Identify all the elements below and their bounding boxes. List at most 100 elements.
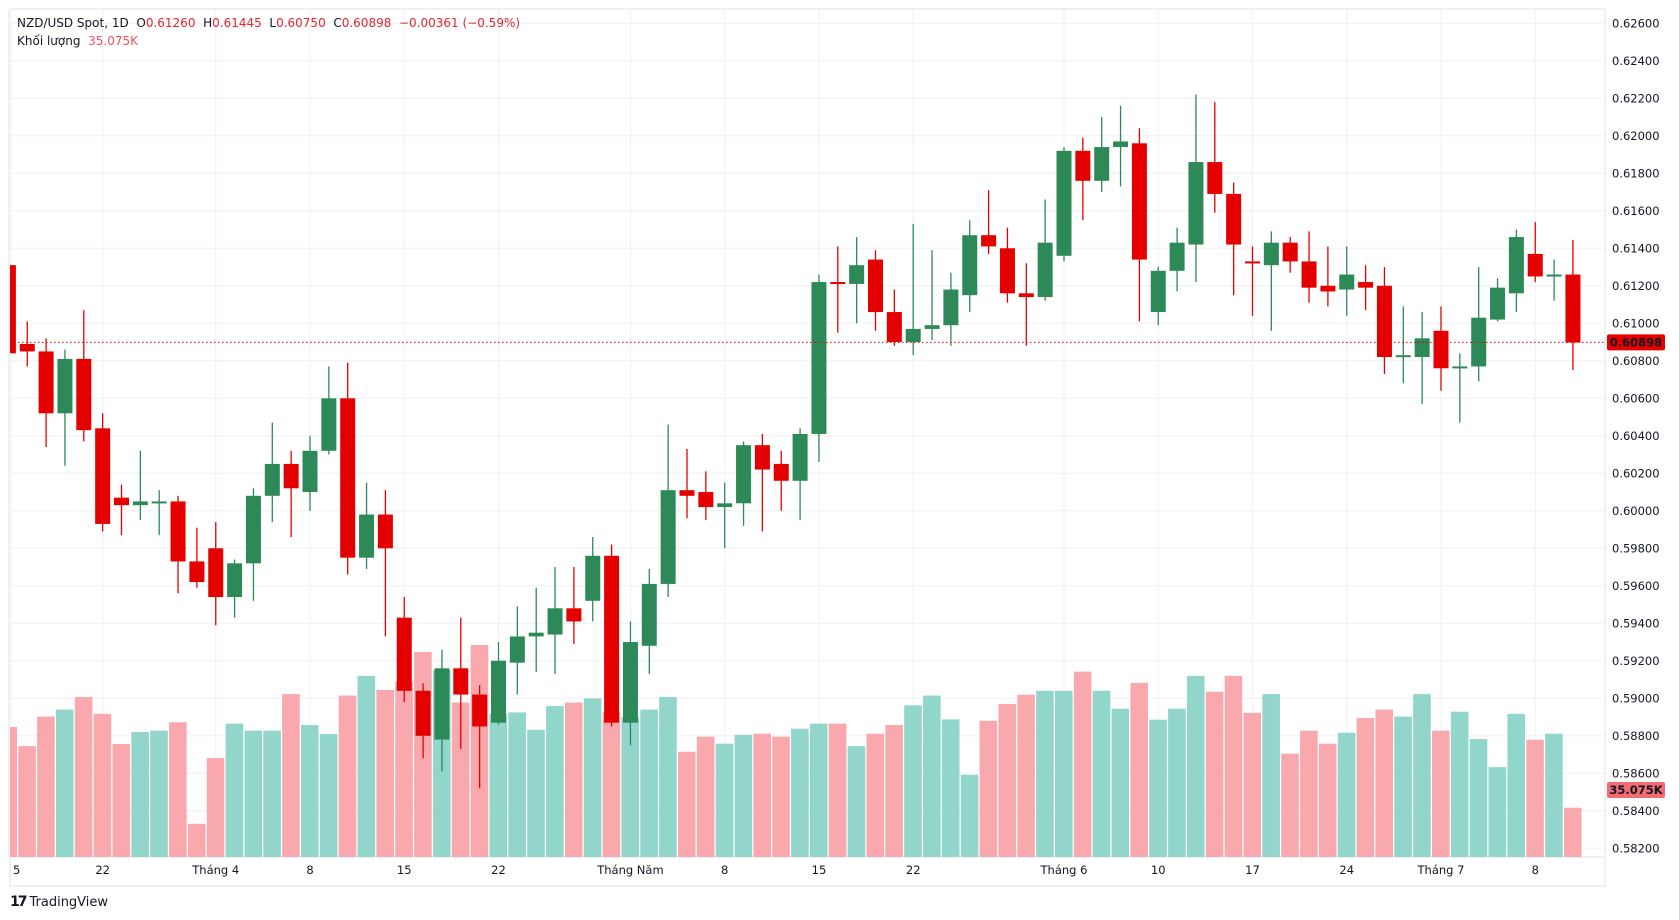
volume-bar — [1243, 712, 1262, 857]
x-tick-label: Tháng 6 — [1040, 863, 1088, 877]
volume-bar — [546, 706, 564, 857]
volume-bar — [621, 717, 640, 857]
y-tick-label: 0.61000 — [1612, 316, 1660, 330]
volume-bar — [1545, 733, 1563, 857]
volume-bar — [734, 734, 753, 857]
volume-bar — [1337, 732, 1356, 857]
volume-bar — [678, 751, 696, 857]
x-tick-label: 22 — [906, 863, 921, 877]
volume-badge: 35.075K — [1607, 782, 1665, 798]
y-tick-label: 0.61600 — [1612, 204, 1660, 218]
volume-bar — [376, 689, 394, 857]
candle-body — [1508, 237, 1524, 294]
volume-bar — [753, 733, 771, 857]
volume-bar — [489, 713, 508, 857]
candle-body — [57, 358, 73, 414]
low-value: 0.60750 — [276, 16, 326, 30]
candle-body — [1226, 193, 1242, 245]
candle-body — [660, 490, 676, 584]
volume-bar — [1300, 730, 1318, 857]
candle-body — [321, 398, 337, 451]
candle-body — [811, 282, 827, 434]
y-tick-label: 0.61800 — [1612, 166, 1660, 180]
y-tick-label: 0.58200 — [1612, 841, 1660, 855]
candle-body — [1490, 287, 1506, 320]
volume-bar — [150, 730, 168, 857]
candle-body — [302, 450, 318, 493]
candle-body — [1207, 162, 1223, 194]
x-tick-label: 10 — [1151, 863, 1166, 877]
volume-bar — [187, 823, 206, 857]
candle-body — [95, 428, 111, 524]
candle-body — [622, 642, 638, 723]
candles — [10, 94, 1581, 789]
close-value: 0.60898 — [341, 16, 392, 30]
volume-bar — [244, 730, 263, 857]
candle-body — [396, 617, 412, 691]
candle-body — [1037, 242, 1053, 298]
candle-body — [76, 358, 92, 431]
volume-bar — [527, 729, 545, 857]
volume-bar — [93, 713, 112, 857]
volume-bar — [941, 719, 960, 857]
candle-body — [245, 495, 261, 564]
candle-body — [717, 503, 733, 508]
candle-body — [1018, 293, 1034, 298]
y-tick-label: 0.62200 — [1612, 91, 1660, 105]
ohlc-legend: NZD/USD Spot, 1D O0.61260 H0.61445 L0.60… — [17, 16, 520, 30]
candle-body — [981, 235, 997, 247]
volume-bar — [263, 730, 281, 857]
volume-bar — [791, 728, 809, 857]
volume-bar — [1017, 694, 1035, 857]
volume-bar — [659, 696, 677, 857]
symbol-title[interactable]: NZD/USD Spot, 1D — [17, 16, 129, 30]
candle-body — [453, 668, 469, 695]
x-tick-label: Tháng 4 — [191, 863, 239, 877]
volume-legend: Khối lượng 35.075K — [17, 34, 138, 48]
y-tick-label: 0.59800 — [1612, 541, 1660, 555]
y-tick-label: 0.61400 — [1612, 241, 1660, 255]
candle-body — [1320, 285, 1336, 292]
candle-body — [943, 289, 959, 326]
volume-bar — [1563, 807, 1582, 857]
candle-body — [283, 463, 299, 489]
y-tick-label: 0.58600 — [1612, 766, 1660, 780]
volume-bar — [1111, 708, 1130, 857]
volume-bar — [715, 743, 734, 857]
last-price-badge: 0.60898 — [1607, 334, 1665, 351]
candle-body — [151, 501, 167, 504]
volume-label: 35.075K — [1609, 783, 1663, 797]
candle-body — [1131, 143, 1147, 260]
candle-body — [849, 265, 865, 284]
volume-bar — [979, 720, 998, 857]
volume-bar — [904, 705, 922, 857]
volume-bar — [828, 723, 847, 857]
candle-body — [1376, 285, 1392, 358]
candle-body — [264, 463, 280, 496]
tradingview-brand[interactable]: 17 TradingView — [10, 894, 108, 910]
time-axis[interactable]: 5 22 Tháng 4 8 15 22 Tháng Năm 8 15 22 Tháng 6 10 17… — [13, 863, 1539, 877]
candle-body — [1301, 261, 1317, 288]
candle-body — [886, 312, 902, 343]
price-axis[interactable]: 0.62600 0.62400 0.62200 0.62000 0.61800 0.616… — [1612, 16, 1660, 855]
volume-bar — [1526, 739, 1544, 857]
volume-bar — [866, 733, 885, 857]
y-tick-label: 0.58400 — [1612, 804, 1660, 818]
volume-title[interactable]: Khối lượng — [17, 34, 81, 48]
close-label: C — [333, 16, 342, 30]
volume-bar — [1507, 713, 1525, 857]
volume-bar — [1036, 690, 1054, 857]
candle-body — [1395, 355, 1411, 358]
low-label: L — [269, 16, 277, 30]
volume-bar — [1092, 690, 1111, 857]
last-price-label: 0.60898 — [1610, 335, 1662, 349]
candle-body — [1150, 270, 1166, 313]
volume-bar — [74, 696, 93, 857]
candle-body — [1075, 150, 1091, 181]
candle-body — [905, 328, 921, 343]
volume-bar — [131, 732, 149, 857]
x-tick-label: 15 — [812, 863, 827, 877]
candle-body — [924, 325, 940, 329]
x-tick-label: 8 — [306, 863, 313, 877]
